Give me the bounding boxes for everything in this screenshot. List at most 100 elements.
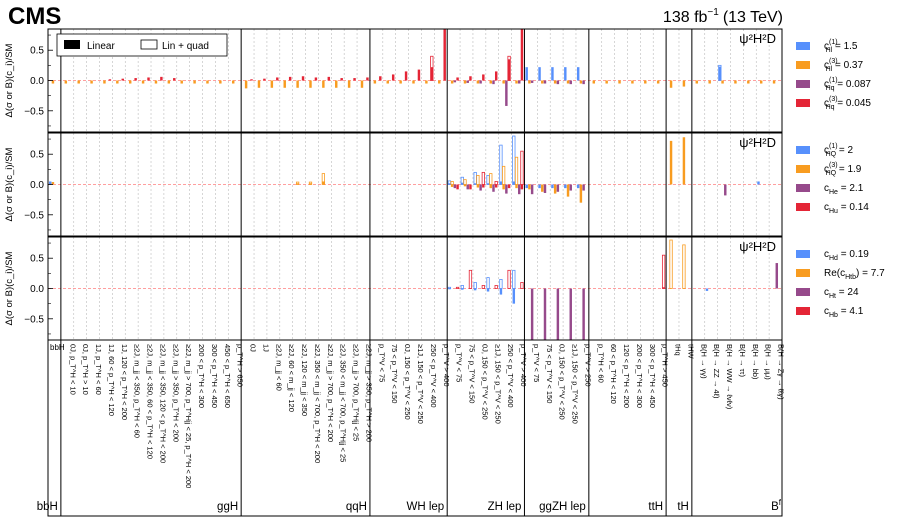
legend-swatch [796, 146, 810, 154]
linear-bar [160, 76, 163, 81]
linear-bar [456, 184, 459, 190]
linear-bar [283, 80, 286, 88]
legend-entry: cHb = 4.1 [824, 306, 864, 319]
legend-entry: cHd = 0.19 [824, 249, 869, 262]
linear-bar [108, 79, 112, 81]
linquad-bar [460, 285, 464, 289]
linear-bar [232, 80, 235, 84]
linquad-bar [520, 282, 524, 289]
linear-bar [288, 76, 292, 81]
linear-bar [250, 79, 253, 81]
legend-swatch [796, 269, 810, 277]
bin-label: ≥2J, 350 < m_jj < 700, p_T^H < 200 [313, 344, 322, 463]
y-axis-label: Δ(σ or B)(c_i)/SM [4, 147, 15, 221]
bin-label: 0J, p_T^H < 10 [68, 344, 77, 395]
linquad-bar [507, 269, 511, 289]
bin-label: B(H → μμ) [764, 344, 773, 380]
y-axis-label: Δ(σ or B)(c_i)/SM [4, 43, 15, 117]
linear-bar [556, 184, 560, 192]
linear-bar [482, 74, 485, 81]
linear-bar [662, 287, 665, 289]
legend-swatch [796, 61, 810, 69]
bin-label: ≥1J, 150 < p_T^V < 250 [493, 344, 502, 424]
linear-bar [494, 71, 498, 81]
linquad-bar [468, 269, 473, 289]
process-label: ggH [217, 501, 238, 513]
process-label: ttH [648, 501, 663, 513]
legend-linear-label: Linear [87, 41, 115, 52]
legend-swatch [796, 99, 810, 107]
bin-label: ≥2J, m_jj > 700, p_T^H < 200 [326, 344, 335, 442]
linear-bar [582, 80, 585, 85]
linear-bar [669, 140, 673, 185]
linquad-bar [494, 285, 498, 289]
linear-bar [448, 183, 451, 185]
lumi-label: 138 fb−1 (13 TeV) [663, 7, 783, 26]
bin-label: ≥1J, 150 < p_T^V < 250 [571, 344, 580, 424]
legend-swatch [796, 307, 810, 315]
linear-bar [582, 288, 585, 340]
linear-bar [775, 263, 779, 289]
linear-bar [566, 80, 570, 84]
bin-label: B(H → ττ) [738, 344, 747, 378]
bin-label: ≥2J, m_jj > 350, p_T^H > 200 [364, 344, 373, 442]
linear-bar [682, 80, 686, 87]
y-tick-label: 0.5 [30, 150, 44, 161]
legend-swatch [796, 80, 810, 88]
process-label: WH lep [406, 501, 444, 513]
bin-label: p_T^V > 400 [442, 344, 451, 387]
linear-bar [322, 80, 325, 88]
bin-label: ≥2J, m_jj > 350, p_T^H < 200 [171, 344, 180, 442]
linear-bar [492, 80, 495, 85]
process-label: qqH [346, 501, 367, 513]
bin-label: bbH [50, 343, 65, 352]
process-label: ggZH lep [539, 501, 586, 513]
linear-bar [450, 80, 454, 84]
linear-bar [425, 80, 428, 84]
bin-label: 0J, 150 < p_T^V < 250 [403, 344, 412, 420]
linear-bar [721, 80, 724, 84]
linquad-bar [669, 239, 673, 289]
linear-bar [469, 184, 472, 190]
linear-bar [502, 184, 505, 190]
bin-label: ≥2J, 350 < m_jj < 700, p_T^Hjj < 25 [339, 344, 348, 462]
linear-bar [708, 80, 711, 84]
y-axis-label: Δ(σ or B)(c_i)/SM [4, 251, 15, 325]
legend-entry: cHu = 0.14 [824, 202, 869, 215]
linear-bar [551, 67, 554, 81]
legend-box [56, 33, 228, 57]
bin-label: 1J, p_T^H < 60 [94, 344, 103, 395]
linear-bar [576, 184, 580, 189]
bin-label: p_T^H > 450 [661, 344, 670, 387]
linear-bar [479, 80, 482, 84]
linear-bar [724, 184, 727, 196]
linear-bar [103, 80, 106, 84]
linear-bar [77, 80, 80, 84]
process-label: ZH lep [488, 501, 522, 513]
operator-class-label: ψ²H²D [739, 239, 776, 254]
bin-label: 0J, 150 < p_T^V < 250 [558, 344, 567, 420]
linear-bar [461, 288, 464, 290]
linear-bar [128, 80, 132, 84]
bin-label: p_T^H < 60 [596, 344, 605, 383]
plot-layer: 0.5 0.0 −0.5 Δ(σ or B)(c_i)/SM ψ²H²D c(1) Hl =… [4, 28, 885, 517]
bin-label: ≥2J, 120 < m_jj < 350 [300, 344, 309, 416]
linear-bar [507, 59, 511, 81]
linear-bar [520, 29, 524, 81]
linear-bar [360, 80, 364, 88]
bin-label: p_T^V > 400 [519, 344, 528, 387]
linear-bar [51, 182, 55, 185]
linear-bar [466, 184, 469, 190]
legend-entry: c(3) Hl = 0.37 [824, 58, 863, 73]
linear-bar [244, 80, 248, 89]
linear-bar [541, 184, 544, 192]
linear-bar [443, 29, 446, 81]
bin-label: 300 < p_T^H < 450 [210, 344, 219, 408]
linear-bar [453, 184, 457, 189]
linear-bar [515, 80, 518, 84]
bin-label: 200 < p_T^H < 300 [197, 344, 206, 408]
bin-label: 300 < p_T^H < 450 [648, 344, 657, 408]
linear-bar [553, 80, 557, 84]
linear-bar [538, 67, 541, 81]
linear-bar [494, 184, 498, 188]
